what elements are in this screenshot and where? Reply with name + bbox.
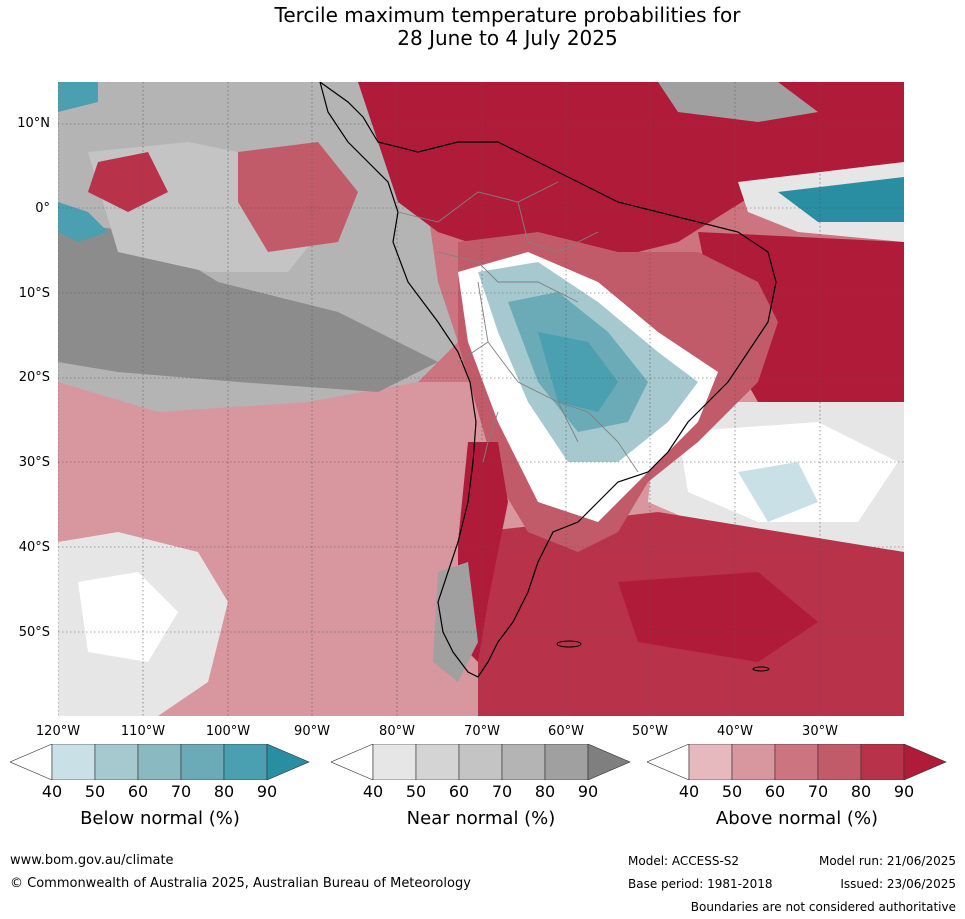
lat-label-10n: 10°N — [17, 116, 50, 131]
cb2-tick-40: 40 — [678, 782, 700, 801]
region-pacific-red-patch-2 — [88, 152, 168, 212]
cb2-seg2 — [731, 743, 776, 781]
cb0-seg5 — [223, 743, 268, 781]
colorbar-above-normal-swatches — [646, 743, 947, 781]
cb1-tick-40: 40 — [362, 782, 384, 801]
lon-label-110w: 110°W — [120, 724, 166, 739]
colorbar-below-normal-swatches — [9, 743, 310, 781]
cb2-tick-90: 90 — [893, 782, 915, 801]
cb1-seg1 — [372, 743, 417, 781]
lon-label-80w: 80°W — [379, 724, 415, 739]
colorbar-near-normal-swatches — [330, 743, 631, 781]
cb0-seg4 — [180, 743, 225, 781]
cb2-tick-80: 80 — [850, 782, 872, 801]
cb1-tick-50: 50 — [405, 782, 427, 801]
cb1-seg2 — [415, 743, 460, 781]
coastline — [319, 82, 777, 678]
footer-copyright: © Commonwealth of Australia 2025, Austra… — [10, 876, 471, 891]
map-canvas — [58, 82, 904, 716]
footer-disclaimer: Boundaries are not considered authoritat… — [690, 900, 956, 914]
lat-label-40s: 40°S — [18, 540, 50, 555]
colorbar-near-normal-title: Near normal (%) — [406, 808, 556, 829]
cb2-tick-60: 60 — [764, 782, 786, 801]
cb0-tick-40: 40 — [41, 782, 63, 801]
cb1-tick-70: 70 — [491, 782, 513, 801]
lon-label-70w: 70°W — [464, 724, 500, 739]
cb2-seg3 — [774, 743, 819, 781]
lat-label-50s: 50°S — [18, 625, 50, 640]
cb0-seg0 — [9, 743, 53, 781]
region-sw-white — [78, 572, 178, 662]
footer-issued: Issued: 23/06/2025 — [840, 877, 956, 891]
lon-label-40w: 40°W — [717, 724, 753, 739]
lat-label-20s: 20°S — [18, 370, 50, 385]
lat-label-0: 0° — [35, 201, 50, 216]
cb2-seg6 — [903, 743, 947, 781]
cb2-seg4 — [817, 743, 862, 781]
colorbar-below-normal-title: Below normal (%) — [80, 808, 240, 829]
map-title-line2: 28 June to 4 July 2025 — [397, 26, 618, 50]
cb0-tick-60: 60 — [127, 782, 149, 801]
south-georgia — [752, 666, 770, 672]
colorbar-below-normal — [9, 743, 310, 784]
cb0-seg1 — [51, 743, 96, 781]
colorbar-near-normal — [330, 743, 631, 784]
cb1-seg6 — [587, 743, 631, 781]
footer-base-period: Base period: 1981-2018 — [628, 877, 773, 891]
region-north-above-normal — [358, 82, 904, 262]
cb1-seg4 — [501, 743, 546, 781]
cb2-tick-70: 70 — [807, 782, 829, 801]
lon-label-90w: 90°W — [294, 724, 330, 739]
cb2-seg5 — [860, 743, 905, 781]
falkland-islands — [556, 640, 582, 648]
cb0-tick-50: 50 — [84, 782, 106, 801]
cb1-tick-80: 80 — [534, 782, 556, 801]
cb0-seg2 — [94, 743, 139, 781]
map-title: Tercile maximum temperature probabilitie… — [0, 4, 965, 50]
colorbar-above-normal — [646, 743, 947, 784]
region-sw-atlantic-deep-red — [618, 572, 818, 662]
footer-model-run: Model run: 21/06/2025 — [818, 854, 956, 868]
region-nw-below-normal — [58, 82, 98, 112]
lon-label-100w: 100°W — [205, 724, 251, 739]
probability-map — [58, 82, 904, 716]
lon-label-60w: 60°W — [548, 724, 584, 739]
cb1-seg5 — [544, 743, 589, 781]
region-pacific-dark-grey — [58, 222, 438, 392]
lon-label-120w: 120°W — [35, 724, 81, 739]
lon-label-50w: 50°W — [632, 724, 668, 739]
lat-label-30s: 30°S — [18, 455, 50, 470]
cb1-tick-60: 60 — [448, 782, 470, 801]
cb0-tick-90: 90 — [256, 782, 278, 801]
region-s-atlantic-below-normal — [738, 462, 818, 522]
cb0-seg3 — [137, 743, 182, 781]
cb1-seg3 — [458, 743, 503, 781]
cb0-tick-70: 70 — [170, 782, 192, 801]
footer-website-link[interactable]: www.bom.gov.au/climate — [10, 853, 174, 868]
cb2-seg0 — [646, 743, 690, 781]
graticule — [58, 82, 904, 716]
region-pacific-red-patch — [238, 142, 358, 252]
cb0-tick-80: 80 — [213, 782, 235, 801]
country-borders — [397, 181, 639, 473]
cb1-tick-90: 90 — [577, 782, 599, 801]
region-continent-below-normal-core — [538, 332, 618, 412]
cb2-seg1 — [688, 743, 733, 781]
cb1-seg0 — [330, 743, 374, 781]
lat-label-10s: 10°S — [18, 286, 50, 301]
cb0-seg6 — [266, 743, 310, 781]
region-caribbean-grey — [658, 82, 818, 122]
cb2-tick-50: 50 — [721, 782, 743, 801]
colorbar-above-normal-title: Above normal (%) — [715, 808, 879, 829]
map-title-line1: Tercile maximum temperature probabilitie… — [274, 3, 741, 27]
lon-label-30w: 30°W — [802, 724, 838, 739]
region-atlantic-below-normal — [778, 177, 904, 222]
region-patagonia-near-normal — [433, 562, 478, 682]
footer-model: Model: ACCESS-S2 — [628, 854, 740, 868]
region-w-below-normal — [58, 202, 108, 242]
